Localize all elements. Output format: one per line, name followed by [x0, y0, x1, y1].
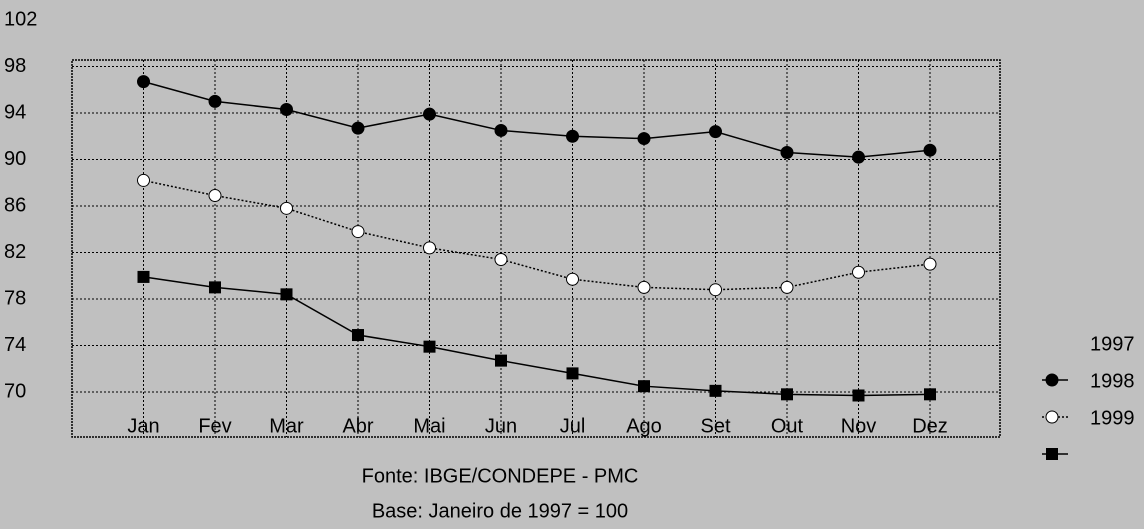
data-point [852, 150, 865, 164]
data-point [924, 388, 936, 401]
data-point [494, 252, 508, 266]
x-tick-label: Out [771, 415, 804, 437]
data-point [494, 123, 508, 137]
y-tick-label: 86 [4, 194, 26, 216]
data-point [351, 225, 365, 239]
data-point [566, 367, 579, 380]
x-tick-label: Nov [841, 415, 877, 437]
y-tick-label: 70 [4, 380, 26, 402]
x-tick-label: Mar [269, 415, 304, 437]
x-tick-label: Jun [485, 415, 517, 437]
plot-frame [71, 59, 1001, 438]
data-point [280, 288, 293, 301]
data-point [423, 340, 436, 353]
x-tick-label: Mai [413, 415, 445, 437]
data-point [923, 257, 937, 271]
data-point [637, 132, 651, 146]
legend-marker [1045, 373, 1059, 387]
y-tick-label: 82 [4, 241, 26, 263]
data-point [280, 103, 293, 117]
legend-marker [1046, 448, 1058, 460]
series-line [143, 276, 931, 397]
x-tick-label: Ago [626, 415, 662, 437]
data-point [280, 201, 293, 215]
data-point [709, 283, 722, 297]
data-point [780, 280, 794, 294]
legend-label: 1999 [1090, 407, 1135, 429]
data-point [137, 173, 150, 187]
source-note: Fonte: IBGE/CONDEPE - PMC [362, 465, 639, 487]
y-tick-label: 102 [4, 8, 37, 30]
y-tick-label: 94 [4, 101, 26, 123]
y-tick-label: 78 [4, 287, 26, 309]
data-point [852, 265, 865, 279]
base-note: Base: Janeiro de 1997 = 100 [372, 500, 628, 522]
x-tick-label: Dez [912, 415, 948, 437]
data-point [709, 125, 722, 139]
data-point [208, 94, 222, 108]
legend-label: 1998 [1090, 370, 1135, 392]
data-point [638, 380, 650, 393]
x-tick-label: Abr [342, 415, 373, 437]
x-tick-label: Fev [198, 415, 231, 437]
data-point [208, 189, 222, 203]
data-point [423, 241, 436, 255]
data-point [923, 143, 937, 157]
x-tick-label: Jul [560, 415, 586, 437]
data-point [852, 389, 865, 402]
data-point [209, 281, 221, 294]
y-tick-label: 90 [4, 148, 26, 170]
data-point [423, 107, 436, 121]
legend-marker [1045, 410, 1059, 424]
data-point [780, 146, 794, 160]
data-point [566, 129, 579, 143]
data-point [566, 272, 579, 286]
legend-label: 1997 [1090, 333, 1135, 355]
data-point [137, 270, 150, 283]
data-point [137, 75, 150, 89]
x-tick-label: Set [700, 415, 730, 437]
data-point [709, 384, 722, 397]
y-tick-label: 74 [4, 334, 26, 356]
y-tick-label: 98 [4, 55, 26, 77]
data-point [637, 280, 651, 294]
series-line [143, 179, 931, 291]
series-line [143, 80, 931, 158]
x-tick-label: Jan [127, 415, 159, 437]
data-point [352, 329, 364, 342]
data-point [351, 121, 365, 135]
data-point [781, 388, 793, 401]
data-point [495, 354, 507, 367]
